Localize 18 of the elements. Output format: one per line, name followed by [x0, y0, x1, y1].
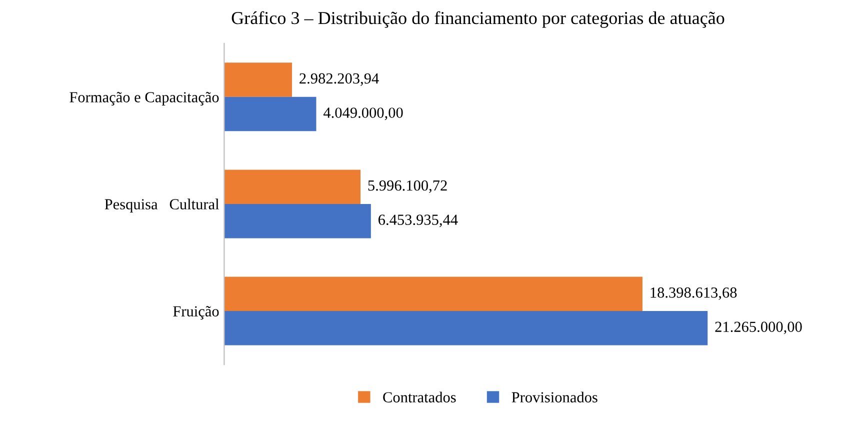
chart-title: Gráfico 3 – Distribuição do financiamento por categorias de atuação — [232, 11, 724, 28]
legend-label: Contratados — [383, 392, 456, 402]
bar — [224, 96, 316, 132]
bar — [224, 170, 361, 204]
y-tick-label: Formação e Capacitação — [70, 92, 219, 106]
data-label: 21.265.000,00 — [715, 322, 802, 334]
data-label: 18.398.613,68 — [650, 287, 737, 300]
bar — [224, 276, 642, 312]
data-label: 4.049.000,00 — [323, 108, 403, 120]
bar — [224, 311, 708, 346]
data-label: 6.453.935,44 — [378, 214, 458, 228]
y-tick-label: Pesquisa Cultural — [104, 198, 220, 213]
legend-label: Provisionados — [512, 392, 598, 402]
data-label: 2.982.203,94 — [300, 73, 379, 86]
y-tick-label: Fruição — [173, 306, 219, 320]
bar — [224, 204, 371, 238]
data-label: 5.996.100,72 — [368, 180, 447, 193]
bar — [224, 62, 292, 97]
